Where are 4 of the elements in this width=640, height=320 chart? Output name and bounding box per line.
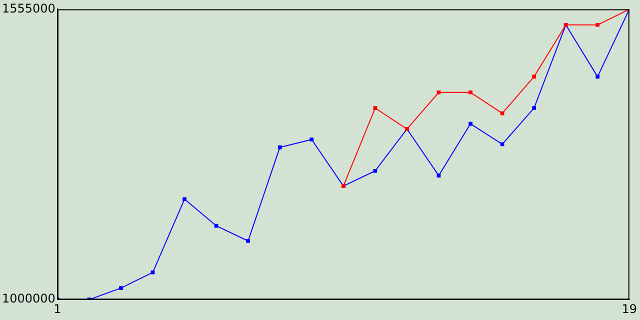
x-tick-label: 1: [54, 302, 62, 316]
x-tick-label: 19: [622, 302, 638, 316]
y-tick-label: 1000000: [2, 292, 56, 306]
y-tick-label: 1555000: [2, 1, 56, 16]
